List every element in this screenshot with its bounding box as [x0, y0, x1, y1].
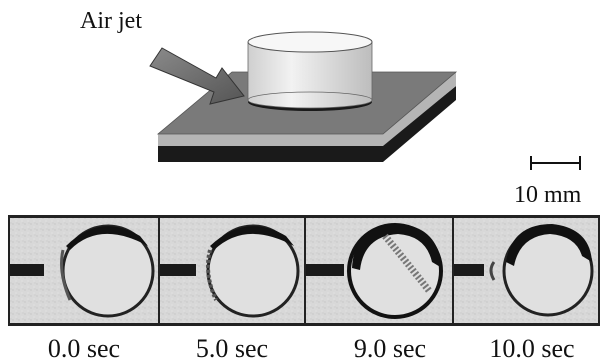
scale-bar	[530, 156, 581, 170]
cylinder-top	[247, 31, 373, 53]
air-jet-arrow	[149, 47, 245, 105]
plate-edge	[158, 72, 456, 146]
schematic	[149, 31, 458, 162]
air-jet-label: Air jet	[80, 8, 142, 34]
scale-bar-label: 10 mm	[514, 182, 582, 208]
frame-time-label: 10.0 sec	[489, 334, 575, 363]
photo-strip	[8, 215, 600, 326]
frame-time-label: 0.0 sec	[47, 334, 121, 363]
frame-10s	[454, 218, 598, 323]
plate-base	[158, 86, 456, 162]
frame-time-label: 9.0 sec	[353, 334, 427, 363]
frame-9s	[306, 218, 452, 323]
frame-0s	[10, 218, 158, 323]
frame-time-label: 5.0 sec	[195, 334, 269, 363]
frame-5s	[160, 218, 304, 323]
